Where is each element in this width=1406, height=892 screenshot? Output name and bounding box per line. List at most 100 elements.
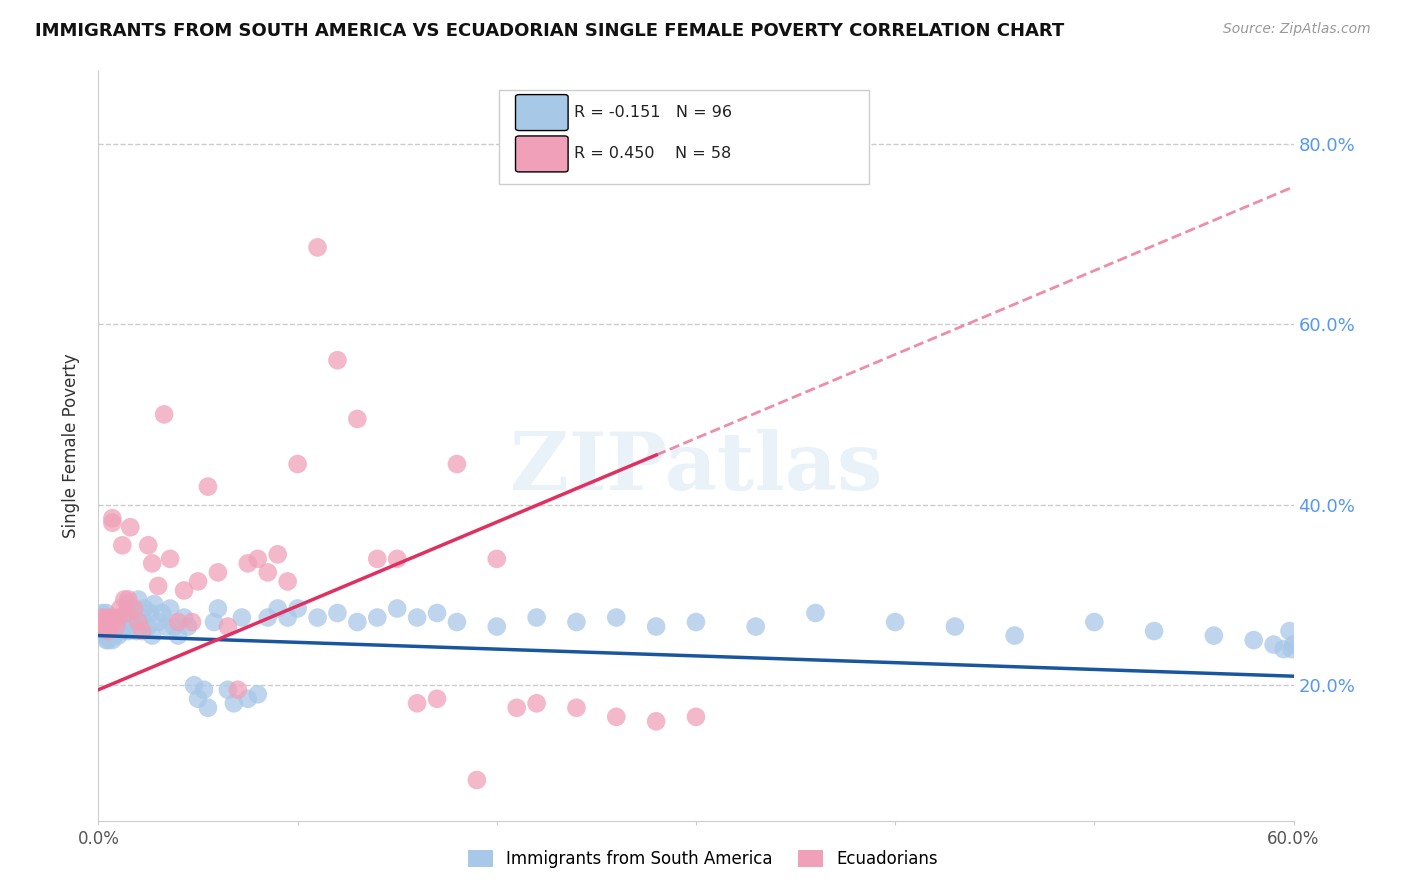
Point bbox=[685, 710, 707, 724]
Text: Source: ZipAtlas.com: Source: ZipAtlas.com bbox=[1223, 22, 1371, 37]
Point bbox=[277, 574, 299, 589]
Point bbox=[267, 601, 290, 615]
Point bbox=[124, 601, 146, 615]
Point bbox=[346, 615, 368, 629]
Point bbox=[124, 606, 146, 620]
Point bbox=[287, 457, 309, 471]
Point bbox=[685, 615, 707, 629]
FancyBboxPatch shape bbox=[499, 90, 869, 184]
Point bbox=[226, 682, 249, 697]
Point bbox=[385, 552, 409, 566]
Point bbox=[426, 606, 449, 620]
Point bbox=[111, 624, 134, 638]
Point bbox=[96, 619, 118, 633]
Point bbox=[110, 601, 132, 615]
Point bbox=[307, 240, 329, 254]
Point bbox=[98, 619, 122, 633]
Point bbox=[197, 700, 219, 714]
Point bbox=[159, 601, 181, 615]
Point bbox=[167, 615, 190, 629]
Point bbox=[93, 629, 115, 643]
Point bbox=[256, 566, 278, 580]
Point bbox=[97, 633, 120, 648]
Point bbox=[1143, 624, 1166, 638]
Point bbox=[446, 457, 468, 471]
Point bbox=[565, 615, 588, 629]
Point bbox=[131, 610, 153, 624]
Point bbox=[101, 633, 124, 648]
Point bbox=[91, 615, 114, 629]
Point bbox=[112, 619, 135, 633]
Point bbox=[127, 592, 149, 607]
Point bbox=[526, 610, 548, 624]
Point bbox=[1083, 615, 1105, 629]
Point bbox=[136, 619, 159, 633]
Point bbox=[89, 615, 111, 629]
Point bbox=[804, 606, 827, 620]
Point bbox=[236, 691, 259, 706]
Point bbox=[101, 624, 124, 638]
Point bbox=[1272, 642, 1295, 657]
Point bbox=[97, 624, 120, 638]
Point bbox=[745, 619, 768, 633]
Point bbox=[222, 696, 245, 710]
Point bbox=[112, 592, 135, 607]
Point bbox=[155, 619, 177, 633]
Point bbox=[98, 615, 122, 629]
Point bbox=[485, 619, 508, 633]
Point bbox=[98, 624, 122, 638]
Point bbox=[120, 520, 142, 534]
Point bbox=[217, 619, 239, 633]
Point bbox=[129, 615, 152, 629]
Point bbox=[111, 610, 134, 624]
Point bbox=[136, 538, 159, 552]
Point bbox=[96, 606, 118, 620]
Point bbox=[183, 678, 205, 692]
Point bbox=[115, 606, 138, 620]
Point bbox=[326, 606, 349, 620]
Point bbox=[148, 579, 170, 593]
Text: R = 0.450    N = 58: R = 0.450 N = 58 bbox=[574, 146, 731, 161]
Point bbox=[139, 606, 162, 620]
Point bbox=[465, 772, 488, 787]
Point bbox=[120, 601, 142, 615]
Point bbox=[366, 610, 388, 624]
Text: IMMIGRANTS FROM SOUTH AMERICA VS ECUADORIAN SINGLE FEMALE POVERTY CORRELATION CH: IMMIGRANTS FROM SOUTH AMERICA VS ECUADOR… bbox=[35, 22, 1064, 40]
Point bbox=[173, 610, 195, 624]
Point bbox=[1282, 638, 1305, 652]
Point bbox=[406, 610, 429, 624]
FancyBboxPatch shape bbox=[516, 136, 568, 172]
Point bbox=[150, 606, 173, 620]
Point bbox=[605, 610, 627, 624]
Point bbox=[173, 583, 195, 598]
Point bbox=[277, 610, 299, 624]
Point bbox=[125, 624, 148, 638]
Point bbox=[127, 615, 149, 629]
Y-axis label: Single Female Poverty: Single Female Poverty bbox=[62, 354, 80, 538]
Point bbox=[159, 552, 181, 566]
Point bbox=[93, 624, 115, 638]
FancyBboxPatch shape bbox=[516, 95, 568, 130]
Point bbox=[207, 601, 229, 615]
Point bbox=[89, 619, 111, 633]
Point bbox=[141, 629, 163, 643]
Point bbox=[246, 552, 269, 566]
Point bbox=[131, 624, 153, 638]
Point bbox=[96, 633, 118, 648]
Point bbox=[605, 710, 627, 724]
Point bbox=[105, 615, 128, 629]
Point bbox=[98, 619, 122, 633]
Point bbox=[97, 610, 120, 624]
Point bbox=[98, 610, 122, 624]
Point bbox=[485, 552, 508, 566]
Point bbox=[1202, 629, 1225, 643]
Point bbox=[167, 629, 190, 643]
Point bbox=[446, 615, 468, 629]
Point bbox=[96, 615, 118, 629]
Point bbox=[93, 610, 115, 624]
Point bbox=[101, 511, 124, 525]
Point bbox=[105, 619, 128, 633]
Point bbox=[103, 629, 125, 643]
Legend: Immigrants from South America, Ecuadorians: Immigrants from South America, Ecuadoria… bbox=[461, 843, 945, 875]
Point bbox=[101, 516, 124, 530]
